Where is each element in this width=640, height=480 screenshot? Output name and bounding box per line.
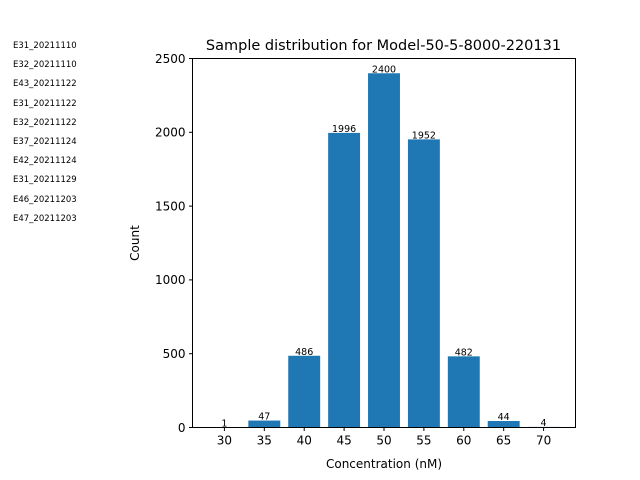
sample-list-item: E46_20211203 (13, 194, 77, 205)
bar-value-label: 2400 (372, 64, 396, 75)
y-tick-label: 2000 (155, 126, 186, 140)
sample-list-item: E32_20211122 (13, 117, 77, 128)
sample-list-item: E43_20211122 (13, 79, 77, 90)
sample-list: E31_20211110 E32_20211110 E43_20211122 E31_… (13, 40, 77, 232)
x-tick-label: 60 (456, 434, 471, 448)
y-tick-label: 1500 (155, 199, 186, 213)
x-tick-label: 40 (297, 434, 312, 448)
plot-frame (192, 58, 576, 428)
x-tick-label: 65 (496, 434, 511, 448)
sample-list-item: E37_20211124 (13, 136, 77, 147)
bar-value-label: 1952 (412, 130, 436, 141)
bar (368, 73, 400, 428)
bar-value-label: 482 (455, 347, 473, 358)
y-tick-label: 2500 (155, 52, 186, 66)
bar-value-label: 44 (498, 412, 510, 423)
y-axis-label: Count (128, 225, 142, 261)
sample-list-item: E42_20211124 (13, 156, 77, 167)
y-tick-label: 500 (163, 347, 186, 361)
x-tick-label: 50 (376, 434, 391, 448)
sample-list-item: E31_20211110 (13, 41, 77, 51)
bar-value-label: 4 (541, 418, 547, 429)
bar-value-label: 47 (258, 412, 270, 423)
sample-list-item: E32_20211110 (13, 60, 77, 71)
x-axis-label: Concentration (nM) (326, 457, 442, 471)
x-tick-label: 45 (336, 434, 351, 448)
x-axis: 30 35 40 45 50 55 60 65 70 (217, 427, 551, 448)
y-tick-label: 1000 (155, 273, 186, 287)
sample-list-item: E31_20211122 (13, 98, 77, 109)
bar-value-label: 1996 (332, 124, 356, 135)
bar (487, 421, 520, 428)
x-tick-label: 70 (536, 434, 551, 448)
sample-list-item: E31_20211129 (13, 175, 77, 186)
sample-list-item: E47_20211203 (13, 213, 77, 224)
bar (248, 420, 281, 428)
chart-title: Sample distribution for Model-50-5-8000-… (206, 38, 561, 54)
x-tick-label: 35 (257, 434, 272, 448)
bar (407, 139, 440, 428)
y-axis: 0 500 1000 1500 2000 2500 (155, 52, 193, 435)
x-tick-label: 55 (416, 434, 431, 448)
y-tick-label: 0 (178, 421, 186, 435)
bar-value-label: 1 (221, 418, 227, 429)
bar (288, 355, 321, 428)
bar-value-label: 486 (295, 347, 313, 358)
bars (208, 73, 560, 428)
bar (447, 356, 480, 428)
bar (328, 132, 361, 428)
x-tick-label: 30 (217, 434, 232, 448)
